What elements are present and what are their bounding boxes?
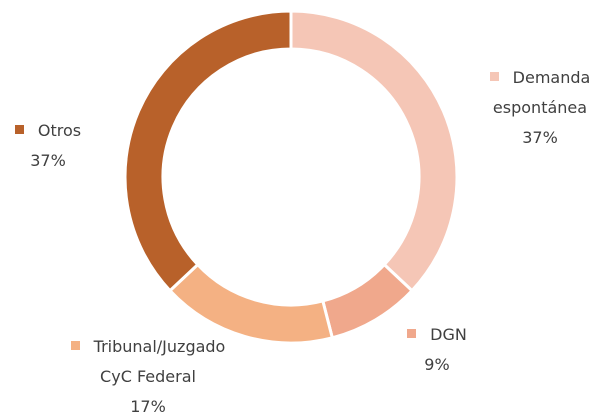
legend-marker	[407, 329, 417, 338]
data-label: Tribunal/Juzgado CyC Federal 17%	[53, 332, 243, 415]
donut-segment	[289, 9, 459, 293]
legend-marker	[489, 72, 499, 81]
value-label: 37%	[30, 151, 66, 170]
value-label: 37%	[522, 128, 558, 147]
category-label: Otros	[37, 121, 82, 140]
legend-marker	[70, 341, 80, 350]
data-label: DGN 9%	[397, 320, 477, 380]
value-label: 9%	[424, 355, 450, 374]
category-label: Demanda espontánea	[492, 68, 591, 117]
value-label: 17%	[130, 397, 166, 415]
data-label: Otros 37%	[3, 116, 93, 176]
category-label: Tribunal/Juzgado CyC Federal	[93, 337, 226, 386]
data-label: Demanda espontánea 37%	[470, 63, 601, 153]
legend-marker	[14, 125, 24, 134]
category-label: DGN	[430, 325, 467, 344]
donut-segment	[123, 9, 293, 293]
